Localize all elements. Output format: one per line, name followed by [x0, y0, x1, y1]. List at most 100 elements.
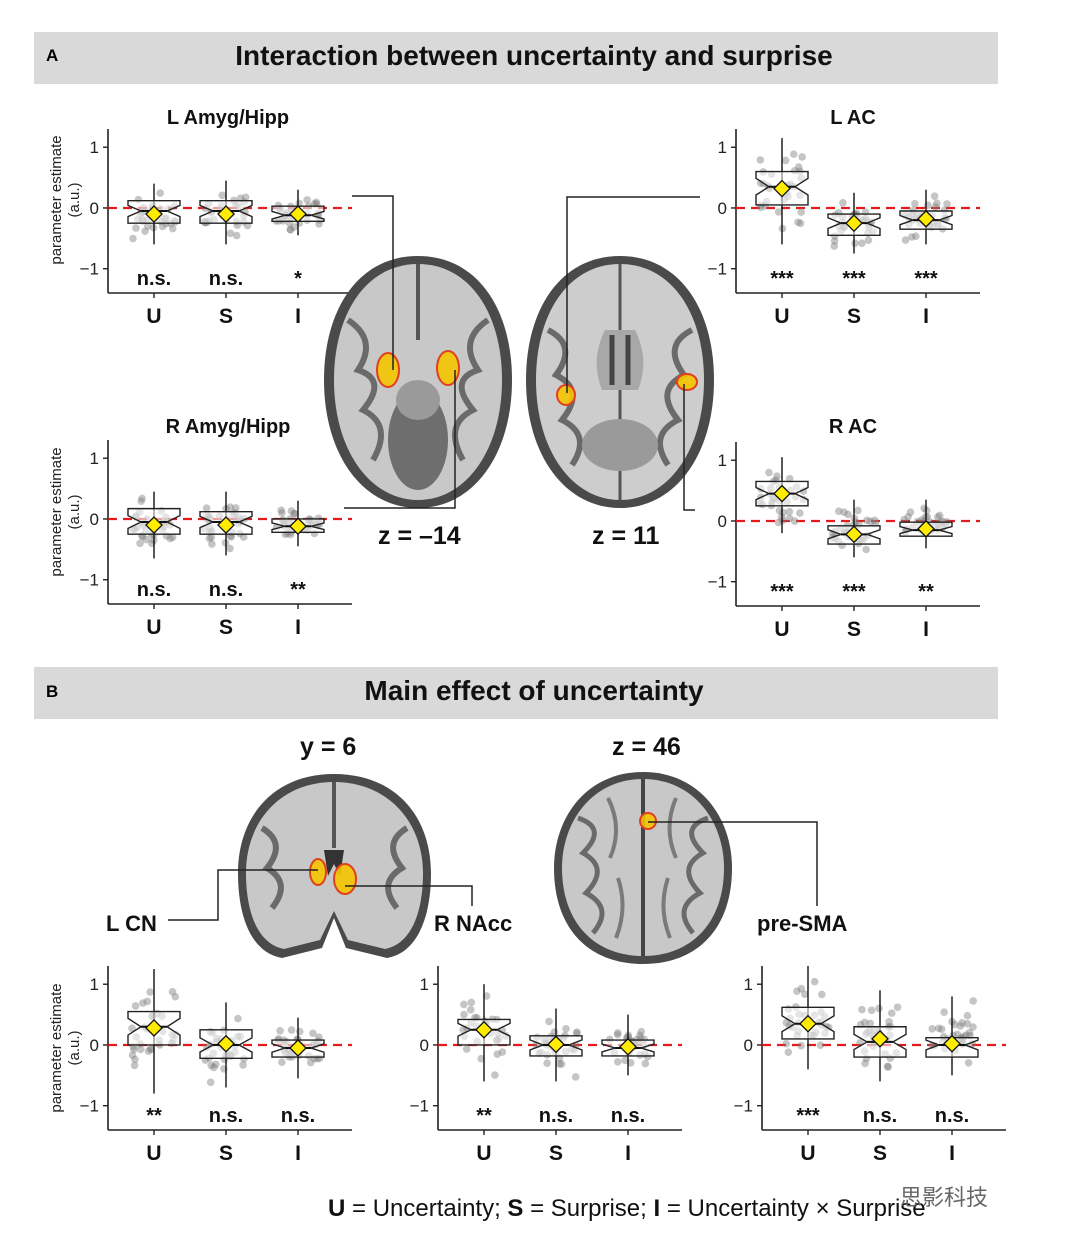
mean-marker: [217, 205, 235, 223]
slice-label-b-left: y = 6: [300, 733, 357, 761]
x-tick-label: U: [146, 1142, 161, 1165]
panel-b-title: Main effect of uncertainty: [364, 675, 704, 706]
data-point: [851, 239, 859, 248]
significance-label: n.s.: [209, 268, 243, 290]
data-point: [613, 1057, 622, 1066]
data-point: [234, 1014, 242, 1023]
data-point: [286, 225, 295, 234]
data-point: [207, 1061, 215, 1070]
data-point: [904, 512, 912, 521]
box-plot-l-amyg-hipp: −1 0 1 Un.s. Sn.s. I *: [80, 129, 352, 328]
data-point: [935, 1024, 943, 1033]
data-point: [885, 1017, 893, 1026]
data-point: [800, 990, 809, 998]
data-point: [908, 233, 916, 241]
x-tick-label: U: [800, 1142, 815, 1165]
brain-coronal-y-6: [238, 774, 431, 958]
data-point: [132, 224, 140, 232]
data-point: [147, 1045, 155, 1054]
data-point: [830, 242, 839, 250]
data-point: [950, 1020, 959, 1029]
mean-marker: [289, 205, 307, 223]
data-point: [785, 514, 794, 523]
significance-label: ***: [770, 581, 794, 603]
mean-marker: [289, 517, 307, 536]
y-tick-label: 1: [90, 975, 99, 994]
y-tick-label: 0: [90, 510, 99, 529]
data-point: [765, 468, 773, 477]
data-point: [143, 222, 152, 230]
data-point: [562, 1025, 570, 1033]
data-point: [477, 1054, 486, 1063]
y-tick-label: 1: [718, 138, 727, 157]
data-point: [863, 516, 871, 525]
data-point: [129, 234, 137, 243]
data-point: [864, 236, 873, 244]
data-point: [232, 231, 241, 240]
data-point: [138, 494, 146, 503]
data-point: [930, 192, 939, 200]
mean-marker: [145, 1019, 163, 1037]
significance-label: n.s.: [935, 1105, 969, 1127]
significance-label: **: [146, 1105, 162, 1127]
abbreviation-legend: U = Uncertainty; S = Surprise; I = Uncer…: [328, 1195, 926, 1222]
data-point: [227, 532, 236, 541]
data-point: [958, 1018, 966, 1027]
x-tick-label: S: [219, 1142, 233, 1165]
panel-b-header: [34, 667, 998, 719]
data-point: [208, 540, 216, 548]
mean-marker: [145, 205, 163, 223]
data-point: [920, 504, 928, 513]
mean-marker: [917, 519, 935, 538]
data-point: [796, 509, 804, 517]
y-tick-label: 1: [90, 449, 99, 468]
data-point: [545, 1017, 553, 1026]
significance-label: *: [294, 268, 302, 290]
mean-marker: [619, 1037, 637, 1056]
x-tick-label: S: [847, 305, 861, 328]
data-point: [139, 999, 147, 1007]
data-point: [290, 509, 299, 518]
data-point: [136, 539, 144, 548]
data-point: [844, 510, 852, 519]
data-point: [290, 223, 298, 231]
data-point: [781, 156, 790, 165]
x-tick-label: S: [847, 618, 861, 641]
data-point: [854, 506, 862, 515]
x-tick-label: I: [295, 1142, 301, 1165]
y-tick-label: 0: [718, 199, 727, 218]
data-point: [131, 1002, 140, 1010]
data-point: [493, 1050, 502, 1058]
data-point: [860, 1018, 869, 1027]
data-point: [491, 1071, 499, 1079]
data-point: [641, 1059, 650, 1068]
significance-label: **: [290, 579, 306, 601]
mean-marker: [217, 516, 235, 534]
x-tick-label: S: [873, 1142, 887, 1165]
data-point: [866, 517, 875, 526]
data-point: [862, 545, 870, 554]
data-point: [158, 222, 167, 231]
data-point: [797, 208, 806, 216]
y-tick-label: −1: [708, 260, 727, 279]
slice-label-b-right: z = 46: [612, 733, 681, 761]
data-point: [278, 1058, 286, 1066]
data-point: [460, 1010, 468, 1019]
significance-label: ***: [770, 268, 794, 290]
data-point: [309, 1029, 317, 1038]
data-point: [858, 239, 866, 248]
data-point: [963, 1019, 972, 1028]
data-point: [626, 1058, 635, 1067]
data-point: [923, 513, 931, 521]
data-point: [785, 474, 794, 483]
slice-label-a-right: z = 11: [592, 522, 660, 550]
data-point: [231, 504, 240, 512]
data-point: [146, 988, 154, 996]
region-label-pre-sma: pre-SMA: [757, 911, 848, 936]
data-point: [796, 219, 805, 227]
box-plot-r-ac: −1 0 1 U *** S *** I **: [708, 442, 980, 641]
data-point: [779, 508, 787, 517]
data-point: [206, 1078, 215, 1087]
significance-label: **: [918, 581, 934, 603]
data-point: [937, 1025, 946, 1033]
